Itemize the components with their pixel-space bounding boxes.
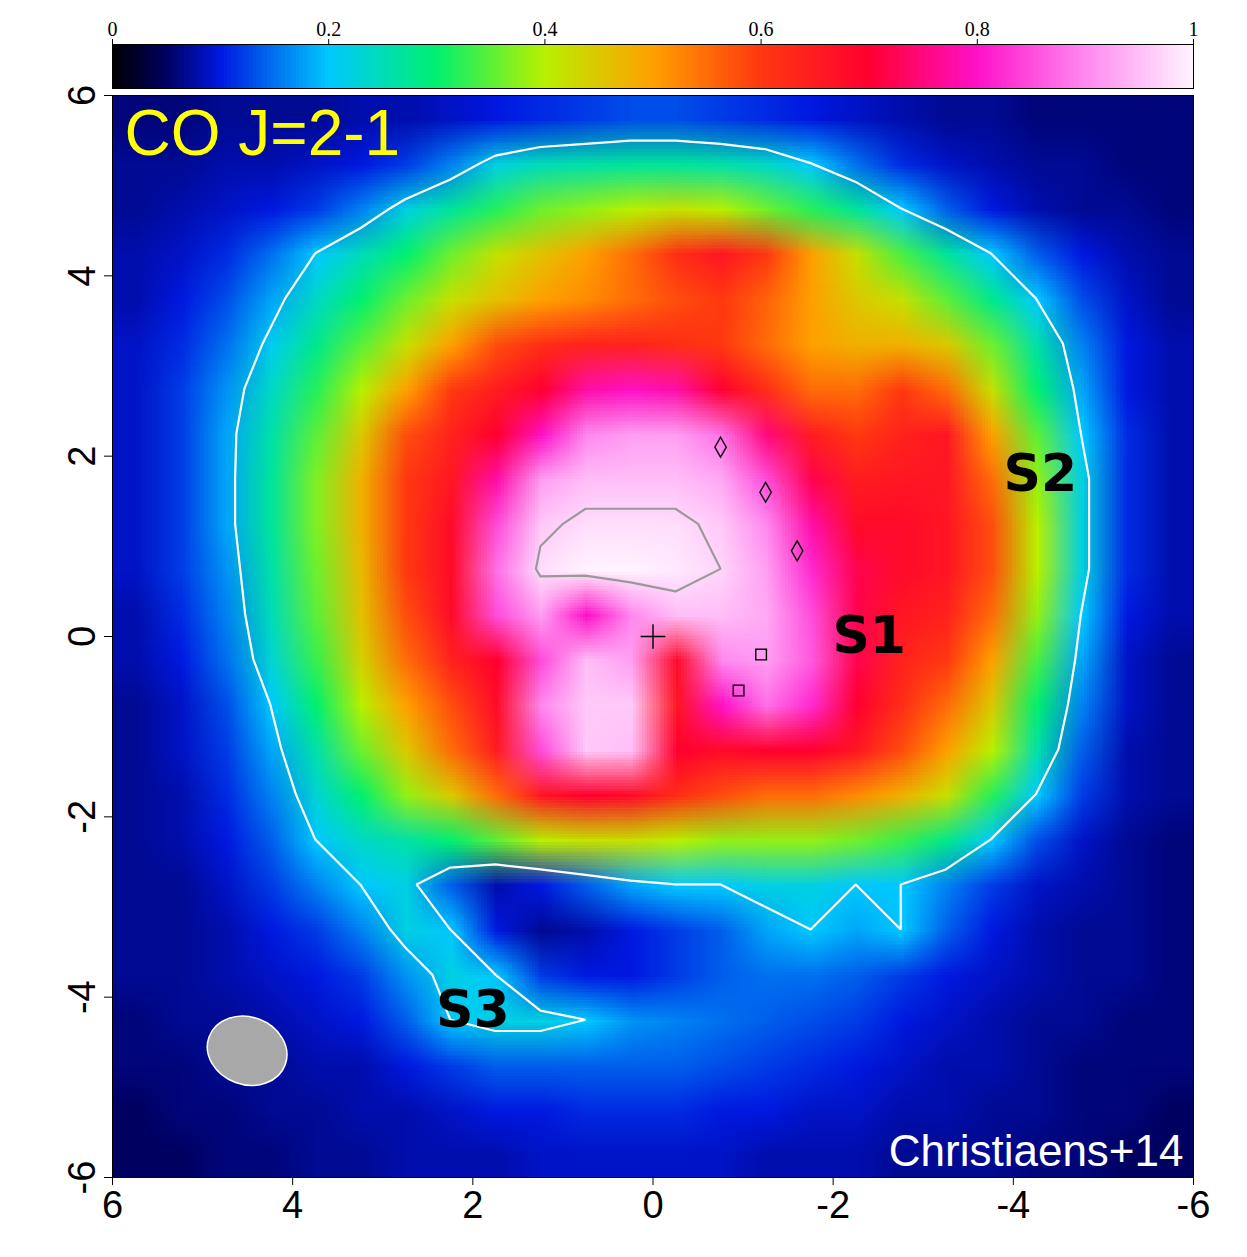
svg-text:S1: S1 [832,605,906,665]
svg-text:0: 0 [642,1184,663,1226]
svg-text:-4: -4 [996,1184,1030,1226]
svg-text:0.6: 0.6 [749,18,774,40]
svg-text:0: 0 [61,626,103,647]
svg-text:-6: -6 [1177,1184,1211,1226]
svg-text:-2: -2 [816,1184,850,1226]
svg-text:2: 2 [61,446,103,467]
svg-text:0.2: 0.2 [316,18,341,40]
svg-text:1: 1 [1189,18,1199,40]
svg-text:-4: -4 [61,980,103,1014]
svg-text:4: 4 [61,265,103,286]
svg-text:0.4: 0.4 [532,18,557,40]
svg-text:6: 6 [102,1184,123,1226]
svg-text:Christiaens+14: Christiaens+14 [889,1126,1184,1175]
svg-text:-2: -2 [61,800,103,834]
svg-text:0.8: 0.8 [965,18,990,40]
svg-text:S2: S2 [1004,443,1078,503]
svg-text:6: 6 [61,85,103,106]
svg-text:0: 0 [108,18,118,40]
svg-text:S3: S3 [436,979,510,1039]
svg-text:-6: -6 [61,1161,103,1195]
svg-text:2: 2 [462,1184,483,1226]
svg-text:CO J=2-1: CO J=2-1 [125,97,401,169]
svg-text:4: 4 [282,1184,303,1226]
